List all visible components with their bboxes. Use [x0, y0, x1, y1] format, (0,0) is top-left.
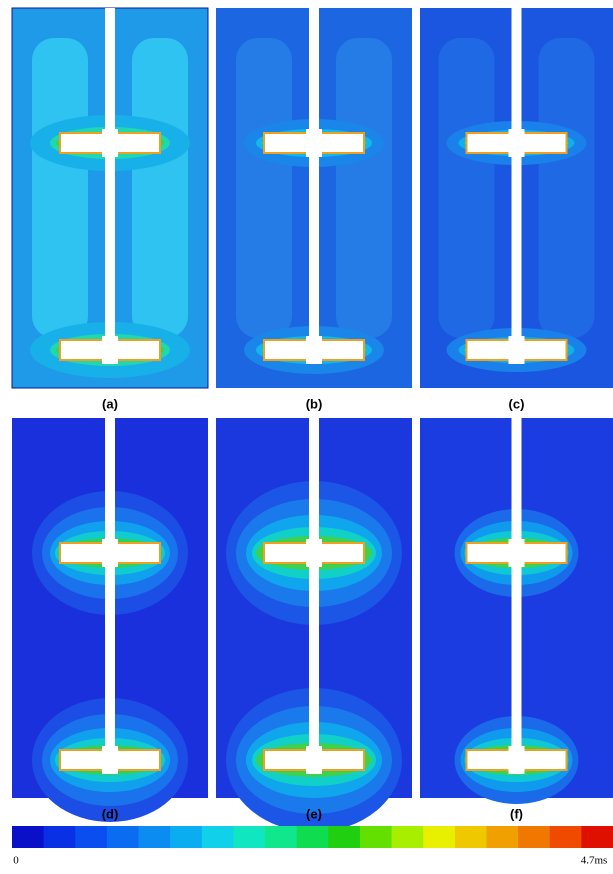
colorbar-swatch	[43, 826, 76, 848]
flow-region	[32, 38, 88, 338]
shaft	[105, 8, 115, 363]
panel-label: (a)	[102, 396, 118, 411]
colorbar-swatch	[486, 826, 519, 848]
colorbar-swatch	[518, 826, 551, 848]
contour-panel	[216, 418, 412, 832]
panel-label: (c)	[509, 396, 525, 411]
shaft	[511, 8, 522, 363]
panel-label: (e)	[306, 806, 322, 821]
colorbar-swatch	[454, 826, 487, 848]
shaft	[309, 418, 319, 773]
colorbar-swatch	[265, 826, 298, 848]
shaft	[309, 8, 319, 363]
flow-region	[236, 38, 292, 338]
colorbar-swatch	[549, 826, 582, 848]
colorbar-swatch	[328, 826, 361, 848]
colorbar-swatch	[201, 826, 234, 848]
flow-region	[132, 38, 188, 338]
shaft	[511, 418, 522, 773]
colorbar-swatch	[359, 826, 393, 848]
contour-panel	[420, 8, 613, 388]
colorbar-max: 4.7ms	[581, 855, 608, 867]
flow-region	[438, 38, 495, 338]
colorbar-swatch	[170, 826, 203, 848]
panel-label: (f)	[510, 806, 523, 821]
colorbar-swatch	[138, 826, 171, 848]
colorbar-swatch	[233, 826, 266, 848]
flow-region	[538, 38, 595, 338]
panel-label: (b)	[306, 396, 323, 411]
contour-panel	[420, 418, 613, 804]
colorbar-swatch	[391, 826, 424, 848]
panel-label: (d)	[102, 806, 119, 821]
contour-panel	[216, 8, 412, 388]
shaft	[105, 418, 115, 773]
colorbar-min: 0	[13, 855, 19, 867]
colorbar-swatch	[75, 826, 108, 848]
colorbar-swatch	[423, 826, 456, 848]
colorbar-swatch	[581, 826, 613, 848]
contour-panel	[11, 7, 209, 389]
colorbar-swatch	[296, 826, 329, 848]
flow-region	[336, 38, 392, 338]
colorbar-swatch	[12, 826, 45, 848]
contour-panel	[12, 418, 208, 822]
colorbar-swatch	[106, 826, 140, 848]
